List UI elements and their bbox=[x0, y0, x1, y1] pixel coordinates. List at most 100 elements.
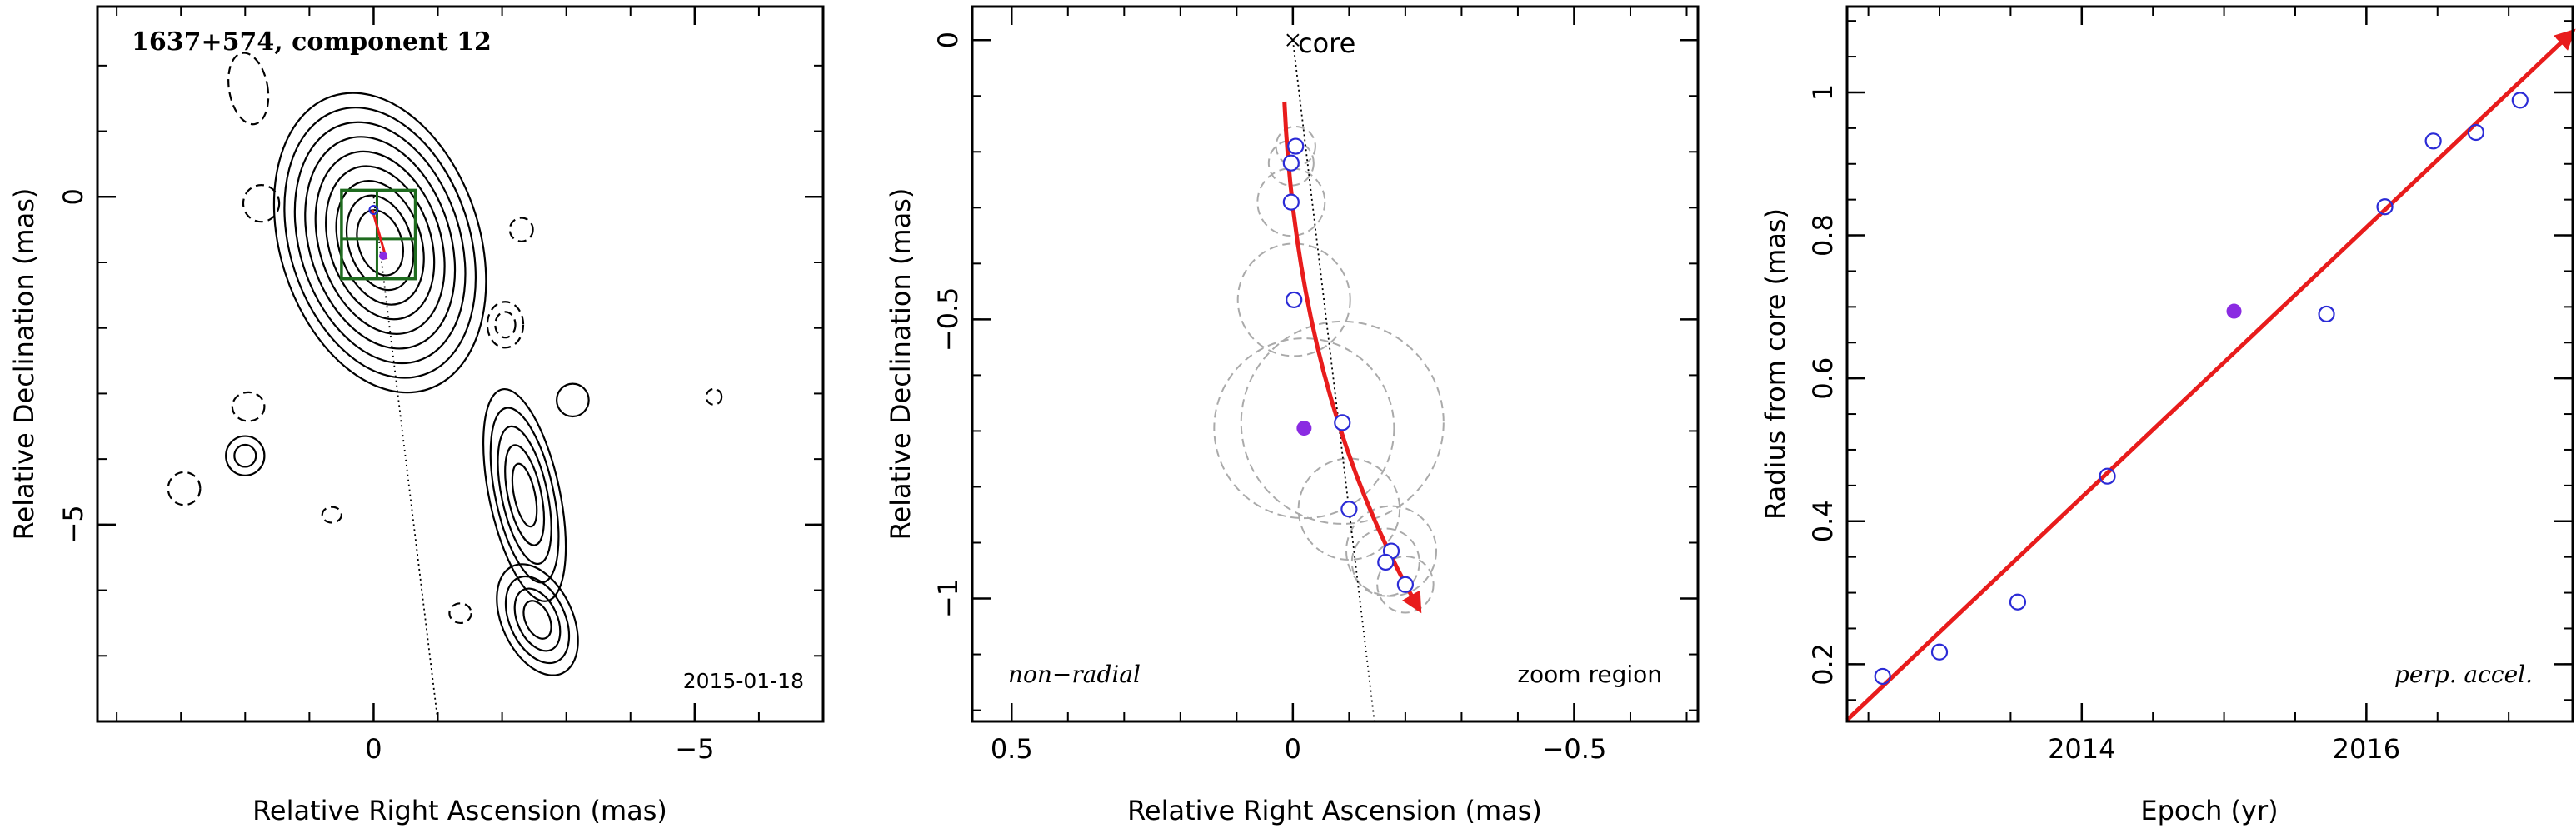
p2-y-axis-label: Relative Declination (mas) bbox=[885, 188, 916, 541]
p1-ticks: 0 −5 0 −5 bbox=[57, 7, 824, 765]
p1-negative-contour bbox=[448, 602, 472, 625]
p1-y-tick-label: −5 bbox=[57, 505, 89, 544]
p2-highlight-point bbox=[1296, 421, 1312, 436]
p2-left-note: non−radial bbox=[1008, 661, 1141, 688]
p1-core-contour bbox=[325, 165, 436, 321]
p1-y-axis-label: Relative Declination (mas) bbox=[8, 188, 40, 541]
p1-core-contour bbox=[304, 136, 457, 350]
panel-2-zoom: 0.5 0 −0.5 0 −0.5 −1 core non−radial zoom reg… bbox=[885, 5, 1700, 826]
p2-x-tick-label: 0 bbox=[1285, 733, 1301, 765]
p3-annotation: perp. accel. bbox=[2394, 661, 2533, 688]
p1-title: 1637+574, component 12 bbox=[132, 27, 492, 57]
p1-lobe-contour bbox=[511, 462, 538, 528]
p3-x-axis-label: Epoch (yr) bbox=[2140, 795, 2278, 826]
p1-negative-contour bbox=[227, 52, 270, 126]
p3-data-point bbox=[2424, 132, 2442, 150]
p1-core-contour bbox=[345, 194, 415, 292]
p2-data-point bbox=[1286, 291, 1303, 309]
p1-x-tick-label: 0 bbox=[365, 733, 382, 765]
p2-right-note: zoom region bbox=[1517, 661, 1662, 688]
p2-data-point bbox=[1287, 137, 1305, 155]
p3-data-point bbox=[2099, 467, 2116, 485]
p3-x-tick-label: 2016 bbox=[2333, 733, 2400, 765]
p3-marks bbox=[1845, 28, 2576, 722]
p1-core-contour bbox=[293, 121, 467, 365]
p2-marks bbox=[1213, 33, 1445, 722]
p3-data-point bbox=[2009, 593, 2027, 611]
p2-error-circle bbox=[1267, 139, 1315, 187]
p2-y-tick-label: −1 bbox=[932, 579, 964, 618]
p1-negative-contour bbox=[486, 301, 525, 349]
p1-lobe-contour bbox=[482, 387, 567, 602]
p2-data-point bbox=[1396, 576, 1414, 593]
p2-data-point bbox=[1377, 553, 1395, 571]
p1-lobe-contour bbox=[522, 600, 552, 640]
p3-x-tick-label: 2014 bbox=[2048, 733, 2115, 765]
p2-data-point bbox=[1334, 414, 1351, 431]
p2-error-circle bbox=[1236, 242, 1351, 357]
p2-frame bbox=[971, 5, 1700, 723]
p1-core-contour bbox=[314, 150, 446, 335]
p1-blob-contour bbox=[233, 443, 257, 468]
p1-x-tick-label: −5 bbox=[675, 733, 714, 765]
p1-zoom-box bbox=[340, 188, 417, 281]
p1-lobe-contour bbox=[497, 425, 552, 566]
p3-y-axis-label: Radius from core (mas) bbox=[1760, 208, 1791, 520]
p1-date-label: 2015-01-18 bbox=[683, 669, 804, 693]
p1-x-axis-label: Relative Right Ascension (mas) bbox=[252, 795, 667, 826]
p2-x-tick-label: −0.5 bbox=[1542, 733, 1607, 765]
p2-core-marker bbox=[1286, 33, 1300, 47]
p2-data-point bbox=[1282, 154, 1300, 172]
p3-data-point bbox=[2511, 92, 2529, 109]
p1-trail-highlight bbox=[379, 252, 388, 261]
p2-data-point bbox=[1340, 501, 1358, 518]
p1-lobe-contour bbox=[513, 587, 562, 652]
p1-contours bbox=[167, 52, 723, 676]
p1-fit-trail bbox=[371, 209, 388, 260]
p2-error-circle bbox=[1297, 457, 1401, 561]
panel-3-radius-vs-epoch: 2014 2016 0.2 0.4 0.6 0.8 1 perp. accel. Epoch… bbox=[1760, 5, 2576, 826]
p2-x-axis-label: Relative Right Ascension (mas) bbox=[1127, 795, 1542, 826]
p2-y-tick-label: 0 bbox=[932, 32, 964, 48]
p2-error-circle bbox=[1213, 337, 1395, 520]
p1-negative-contour bbox=[231, 391, 266, 422]
p1-y-tick-label: 0 bbox=[57, 188, 89, 205]
p3-y-tick-label: 1 bbox=[1807, 84, 1839, 101]
p3-highlight-point bbox=[2226, 303, 2242, 319]
p2-core-label: core bbox=[1298, 27, 1355, 59]
p1-negative-contour bbox=[508, 217, 534, 242]
p1-lobe-contour bbox=[504, 575, 571, 665]
p1-marks bbox=[340, 188, 439, 721]
p1-blob-contour bbox=[556, 382, 590, 418]
p1-negative-contour bbox=[167, 471, 202, 506]
p1-negative-contour bbox=[494, 311, 517, 339]
p3-y-tick-label: 0.2 bbox=[1807, 643, 1839, 686]
p3-data-point bbox=[2376, 198, 2394, 216]
p1-core-contour bbox=[272, 92, 487, 394]
p3-y-tick-label: 0.8 bbox=[1807, 214, 1839, 257]
panel-1-contour-map: 0 −5 0 −5 1637+574, component 12 2015-01-18… bbox=[8, 5, 825, 826]
p1-negative-contour bbox=[321, 506, 343, 524]
p3-ticks: 2014 2016 0.2 0.4 0.6 0.8 1 bbox=[1807, 7, 2573, 765]
p3-data-point bbox=[1930, 643, 1949, 661]
p2-error-circle bbox=[1256, 167, 1326, 237]
p3-data-point bbox=[2467, 123, 2484, 142]
p1-lobe-contour bbox=[504, 444, 546, 546]
p3-fit-line bbox=[1845, 28, 2576, 722]
p1-trail-point bbox=[368, 205, 379, 216]
p1-lobe-contour bbox=[496, 563, 579, 676]
p2-direction-line bbox=[1291, 40, 1375, 722]
p2-y-tick-label: −0.5 bbox=[932, 287, 964, 352]
p1-blob-contour bbox=[225, 435, 266, 476]
p3-y-tick-label: 0.4 bbox=[1807, 500, 1839, 542]
p2-error-circle bbox=[1350, 527, 1420, 597]
p2-data-point bbox=[1282, 193, 1300, 211]
p1-negative-contour bbox=[242, 184, 281, 223]
p3-frame bbox=[1845, 5, 2574, 723]
p1-core-contour bbox=[283, 107, 477, 379]
p3-data-point bbox=[1874, 667, 1891, 686]
p3-y-tick-label: 0.6 bbox=[1807, 357, 1839, 400]
p1-frame bbox=[96, 5, 825, 723]
p1-direction-line bbox=[372, 197, 439, 721]
